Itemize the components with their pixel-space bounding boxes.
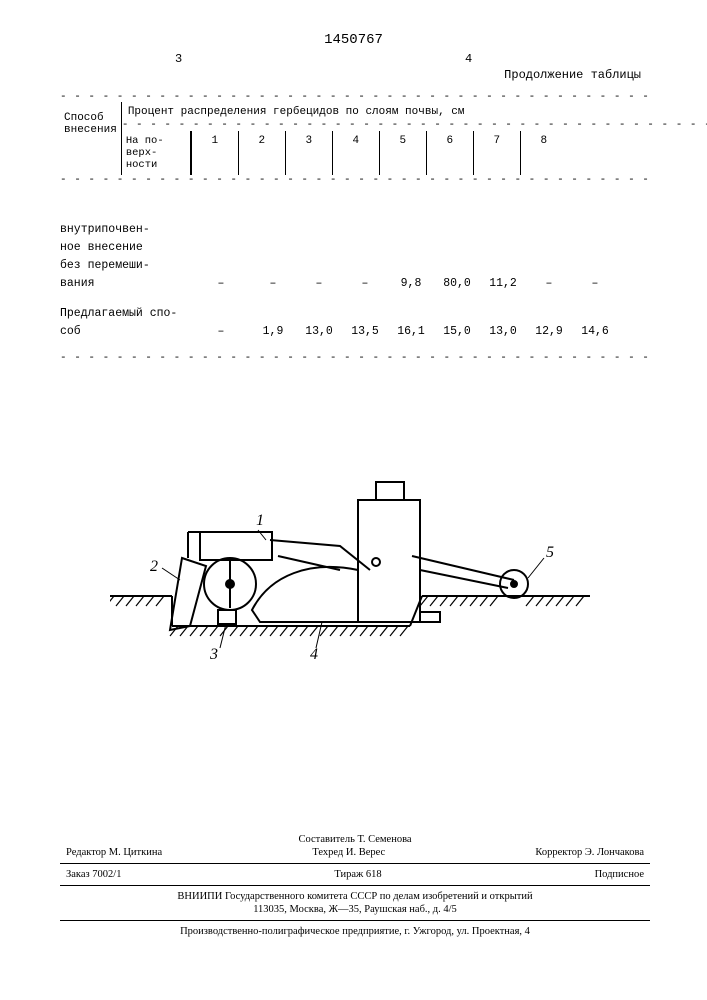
cell: – bbox=[296, 275, 342, 293]
fig-label-2: 2 bbox=[150, 558, 158, 576]
col-4: 4 bbox=[332, 131, 379, 175]
fig-label-3: 3 bbox=[210, 646, 218, 664]
cell: 1,9 bbox=[250, 323, 296, 341]
col-1: 1 bbox=[191, 131, 238, 175]
footer-order-row: Заказ 7002/1 Тираж 618 Подписное bbox=[60, 868, 650, 881]
footer-editor: Редактор М. Циткина bbox=[66, 846, 162, 859]
footer-org3: Производственно-полиграфическое предприя… bbox=[60, 925, 650, 938]
footer-org1: ВНИИПИ Государственного комитета СССР по… bbox=[60, 890, 650, 903]
table-rule-bottom: - - - - - - - - - - - - - - - - - - - - … bbox=[60, 353, 650, 363]
cell: – bbox=[342, 275, 388, 293]
footer-compiler: Составитель Т. Семенова bbox=[60, 833, 650, 846]
divider bbox=[60, 863, 650, 864]
table-header: Способ внесения Процент распределения ге… bbox=[60, 102, 650, 175]
cell: – bbox=[572, 275, 618, 293]
table-rule-mid: - - - - - - - - - - - - - - - - - - - - … bbox=[122, 120, 707, 130]
table-row: внутрипочвен- ное внесение без перемеши-… bbox=[60, 221, 650, 293]
cell: 16,1 bbox=[388, 323, 434, 341]
fig-label-1: 1 bbox=[256, 512, 264, 530]
document-number: 1450767 bbox=[324, 32, 383, 48]
footer-credits-row: Редактор М. Циткина Техред И. Верес Корр… bbox=[60, 846, 650, 859]
cell: 13,0 bbox=[480, 323, 526, 341]
cell: 13,0 bbox=[296, 323, 342, 341]
col-3: 3 bbox=[285, 131, 332, 175]
column-number-right: 4 bbox=[465, 52, 472, 66]
data-table: - - - - - - - - - - - - - - - - - - - - … bbox=[60, 92, 650, 363]
col-5: 5 bbox=[379, 131, 426, 175]
footer-subscription: Подписное bbox=[595, 868, 644, 881]
cell: – bbox=[192, 323, 250, 341]
col-6: 6 bbox=[426, 131, 473, 175]
footer-order: Заказ 7002/1 bbox=[66, 868, 121, 881]
cell: – bbox=[250, 275, 296, 293]
footer-imprint: Составитель Т. Семенова Редактор М. Цитк… bbox=[60, 833, 650, 938]
table-rule-top: - - - - - - - - - - - - - - - - - - - - … bbox=[60, 92, 650, 102]
footer-org2: 113035, Москва, Ж—35, Раушская наб., д. … bbox=[60, 903, 650, 916]
group-header: Процент распределения гербецидов по слоя… bbox=[122, 102, 707, 120]
column-number-left: 3 bbox=[175, 52, 182, 66]
col-surface: На по- верх- ности bbox=[122, 131, 191, 175]
continuation-label: Продолжение таблицы bbox=[504, 68, 641, 82]
footer-tirage: Тираж 618 bbox=[334, 868, 381, 881]
footer-techred: Техред И. Верес bbox=[312, 846, 385, 859]
row-label: внутрипочвен- ное внесение без перемеши-… bbox=[60, 221, 192, 293]
cell: 12,9 bbox=[526, 323, 572, 341]
cell: – bbox=[526, 275, 572, 293]
row-label: Предлагаемый спо- соб bbox=[60, 305, 192, 341]
col-8: 8 bbox=[520, 131, 567, 175]
header-right: Процент распределения гербецидов по слоя… bbox=[122, 102, 707, 175]
divider bbox=[60, 885, 650, 886]
diagram-svg bbox=[110, 440, 590, 700]
cell: 13,5 bbox=[342, 323, 388, 341]
fig-label-4: 4 bbox=[310, 646, 318, 664]
cell: 9,8 bbox=[388, 275, 434, 293]
row-label-header: Способ внесения bbox=[60, 102, 122, 175]
divider bbox=[60, 920, 650, 921]
technical-diagram: 1 2 3 4 5 bbox=[110, 440, 590, 700]
cell: – bbox=[192, 275, 250, 293]
cell: 14,6 bbox=[572, 323, 618, 341]
table-body: внутрипочвен- ное внесение без перемеши-… bbox=[60, 185, 650, 353]
page: 1450767 3 4 Продолжение таблицы - - - - … bbox=[0, 0, 707, 1000]
cell: 15,0 bbox=[434, 323, 480, 341]
cell: 11,2 bbox=[480, 275, 526, 293]
col-7: 7 bbox=[473, 131, 520, 175]
footer-corrector: Корректор Э. Лончакова bbox=[535, 846, 644, 859]
table-rule-hdr-bottom: - - - - - - - - - - - - - - - - - - - - … bbox=[60, 175, 650, 185]
cell: 80,0 bbox=[434, 275, 480, 293]
fig-label-5: 5 bbox=[546, 544, 554, 562]
col-2: 2 bbox=[238, 131, 285, 175]
column-headers: На по- верх- ности 1 2 3 4 5 6 7 8 bbox=[122, 130, 707, 175]
table-row: Предлагаемый спо- соб – 1,9 13,0 13,5 16… bbox=[60, 305, 650, 341]
